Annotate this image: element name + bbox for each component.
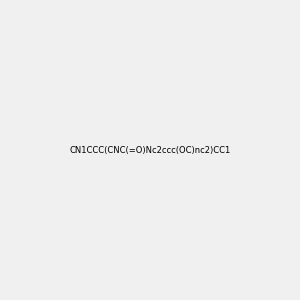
Text: CN1CCC(CNC(=O)Nc2ccc(OC)nc2)CC1: CN1CCC(CNC(=O)Nc2ccc(OC)nc2)CC1 [69, 146, 231, 154]
